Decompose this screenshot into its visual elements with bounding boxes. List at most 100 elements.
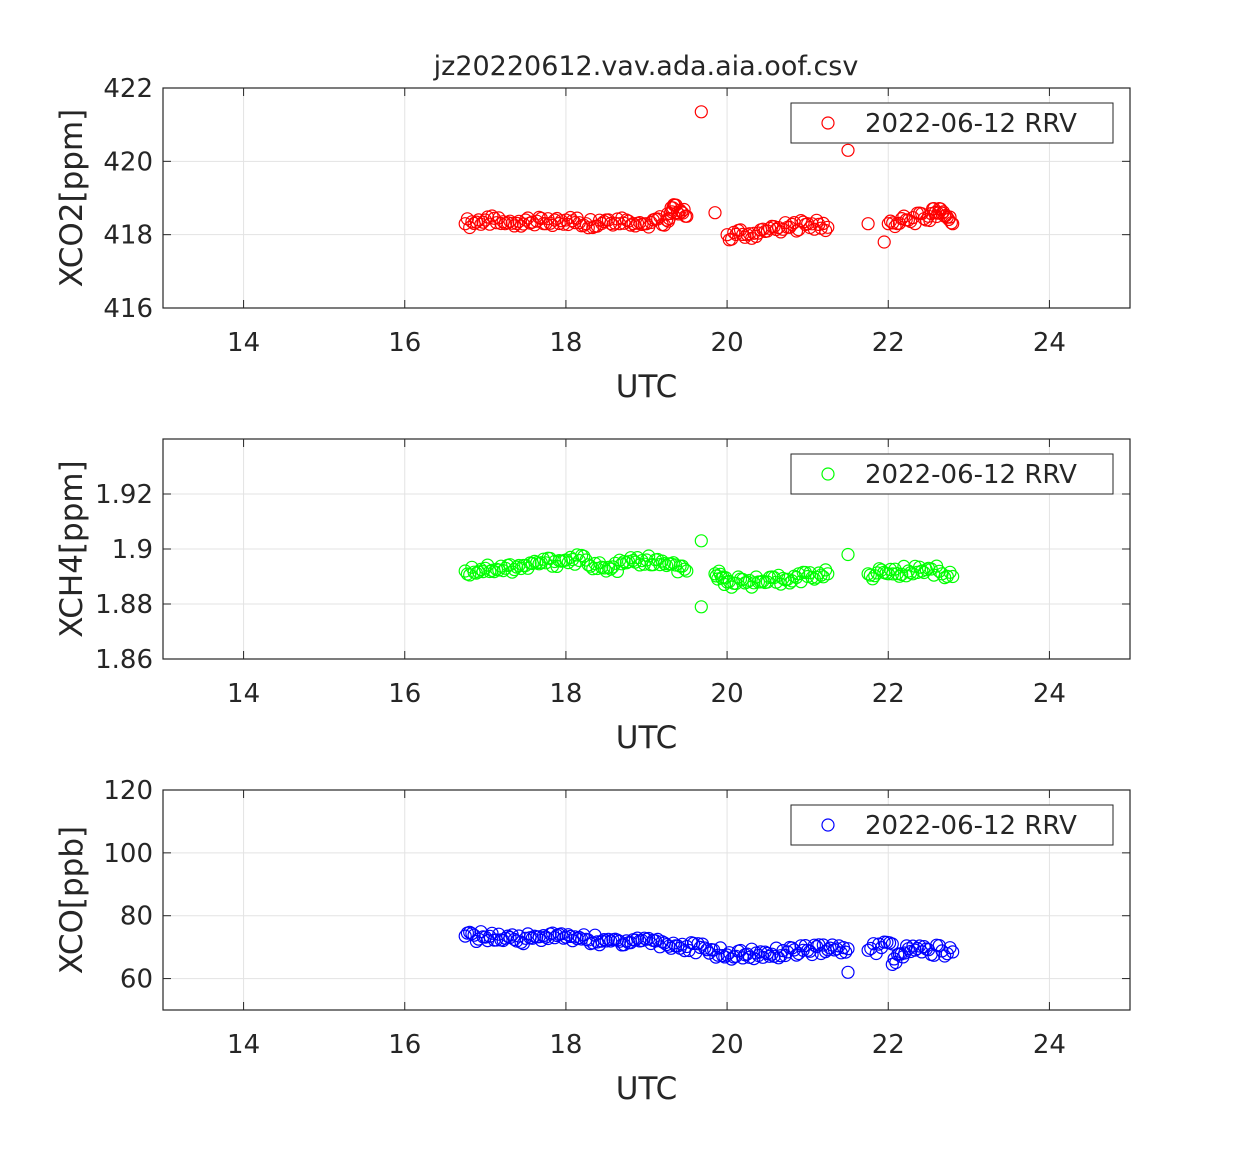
- data-point: [606, 560, 620, 574]
- data-point: [505, 565, 519, 579]
- x-axis-label: UTC: [616, 720, 677, 756]
- data-point: [525, 215, 539, 229]
- data-point: [474, 562, 488, 577]
- data-point: [749, 946, 763, 960]
- data-point: [863, 568, 877, 582]
- data-point: [879, 566, 893, 580]
- data-point: [485, 209, 499, 223]
- x-tick-label: 16: [388, 1030, 421, 1060]
- y-tick-label: 60: [120, 965, 153, 995]
- data-point: [816, 216, 830, 230]
- data-point: [877, 235, 891, 249]
- data-point: [816, 570, 830, 584]
- data-point: [577, 928, 591, 942]
- legend-box: [790, 453, 1114, 495]
- x-tick-label: 16: [388, 328, 421, 358]
- data-point: [821, 220, 835, 234]
- data-point: [691, 937, 705, 951]
- data-point: [718, 950, 732, 964]
- x-axis-label: UTC: [616, 369, 677, 405]
- y-tick-label: 1.86: [95, 645, 153, 675]
- data-point: [668, 558, 683, 572]
- data-point: [458, 929, 472, 943]
- x-tick-label: 20: [711, 328, 744, 358]
- data-point: [694, 534, 708, 548]
- data-point: [678, 209, 693, 223]
- series-markers: [458, 534, 960, 614]
- data-point: [548, 213, 562, 227]
- data-point: [507, 219, 522, 233]
- data-point: [747, 576, 761, 590]
- legend-marker: [821, 467, 835, 481]
- data-point: [917, 212, 931, 226]
- data-point: [581, 221, 595, 235]
- data-point: [597, 932, 611, 947]
- data-point: [548, 931, 562, 945]
- x-tick-label: 14: [227, 679, 260, 709]
- data-point: [485, 926, 499, 940]
- x-tick-label: 24: [1033, 679, 1066, 709]
- data-point: [812, 566, 826, 580]
- x-tick-label: 14: [227, 328, 260, 358]
- legend-label: 2022-06-12 RRV: [865, 109, 1077, 139]
- data-point: [653, 557, 667, 572]
- data-point: [890, 566, 904, 581]
- data-point: [530, 556, 544, 570]
- x-tick-label: 18: [549, 679, 582, 709]
- data-point: [597, 561, 611, 575]
- data-point: [940, 947, 954, 961]
- data-point: [577, 549, 591, 563]
- y-tick-label: 1.9: [112, 535, 153, 565]
- data-point: [507, 562, 522, 577]
- data-point: [943, 941, 957, 955]
- y-tick-label: 100: [103, 839, 153, 869]
- data-point: [698, 941, 712, 955]
- data-point: [653, 210, 667, 224]
- data-point: [503, 214, 517, 228]
- data-point: [568, 557, 582, 571]
- data-point: [736, 227, 750, 241]
- data-point: [839, 945, 853, 959]
- y-axis-label: XCH4[ppm]: [54, 460, 90, 637]
- data-point: [612, 934, 627, 948]
- x-axis-label: UTC: [616, 1071, 677, 1107]
- data-point: [599, 934, 613, 948]
- data-point: [467, 216, 481, 230]
- data-point: [736, 951, 750, 965]
- data-point: [561, 217, 575, 232]
- data-point: [657, 556, 672, 571]
- data-point: [783, 220, 797, 234]
- data-point: [917, 565, 931, 580]
- panel-3: 14 16 18 20 22 24 60 80 100 120 UTC XCO[ppb] 2022-06…: [54, 776, 1131, 1107]
- data-point: [798, 565, 813, 580]
- x-tick-label: 18: [549, 328, 582, 358]
- data-point: [841, 547, 855, 562]
- data-point: [771, 951, 786, 965]
- x-tick-label: 18: [549, 1030, 582, 1060]
- data-point: [818, 563, 833, 577]
- data-point: [733, 943, 748, 958]
- data-point: [778, 216, 792, 230]
- data-point: [467, 928, 481, 942]
- data-point: [670, 206, 685, 220]
- panel-2: 14 16 18 20 22 24 1.86 1.88 1.9 1.92 UTC XCH4[ppm] 2…: [54, 438, 1131, 756]
- data-point: [595, 216, 609, 231]
- series-markers: [458, 105, 960, 249]
- data-point: [559, 930, 573, 944]
- data-point: [807, 938, 822, 952]
- data-point: [674, 205, 689, 219]
- data-point: [881, 217, 895, 231]
- data-point: [675, 559, 689, 573]
- data-point: [476, 564, 490, 579]
- data-point: [841, 143, 855, 157]
- legend-label: 2022-06-12 RRV: [865, 460, 1077, 490]
- data-point: [906, 211, 920, 225]
- data-point: [568, 930, 582, 944]
- data-point: [708, 206, 722, 220]
- data-point: [637, 557, 651, 571]
- x-tick-label: 24: [1033, 1030, 1066, 1060]
- x-tick-label: 16: [388, 679, 421, 709]
- data-point: [943, 210, 957, 224]
- data-point: [601, 560, 616, 575]
- data-point: [595, 934, 609, 948]
